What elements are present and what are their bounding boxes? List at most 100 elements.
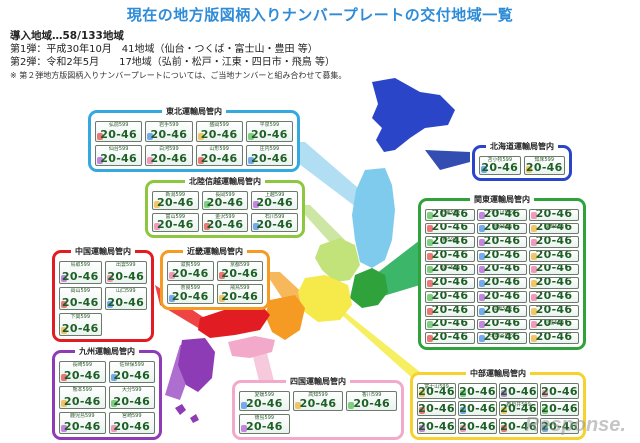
plate-number: 20-46 (256, 218, 293, 231)
plate-artwork-icon (147, 133, 154, 140)
plate-grid: 滋賀599 20-46 京都599 20-46 奈良599 20-46 飛鳥599 20-46 (167, 261, 263, 304)
plate-region-label: 鳥取599 (70, 262, 91, 268)
plate-artwork-icon (61, 399, 67, 407)
plate-artwork-icon (479, 252, 485, 260)
plate-number: 20-46 (535, 304, 573, 316)
region-chubu: 中部運輸局管内 富士山599 20-46 20-46 20-46 20-46 20-46 2… (410, 368, 586, 440)
info-line-1: 導入地域…58/133地域 (10, 30, 124, 42)
okinawa-shape (175, 404, 199, 423)
license-plate: 庄内599 20-46 (245, 145, 293, 166)
plate-grid: 愛媛599 20-46 高知599 20-46 香川599 20-46 徳島599 20-46 (239, 391, 397, 434)
license-plate: 20-46 (499, 383, 538, 399)
plate-number: 20-46 (245, 397, 283, 410)
plate-artwork-icon (542, 407, 548, 415)
license-plate: 佐世保599 20-46 (108, 361, 155, 384)
plate-number: 20-46 (107, 296, 145, 309)
license-plate: 平泉599 20-46 (245, 121, 293, 142)
plate-artwork-icon (531, 239, 537, 247)
plate-number: 20-46 (113, 420, 151, 433)
plate-artwork-icon (247, 157, 254, 164)
plate-number: 20-46 (483, 222, 521, 234)
license-plate: 20-46 (529, 236, 579, 249)
plate-artwork-icon (218, 272, 225, 279)
plate-region-label: 山形599 (209, 146, 229, 152)
license-plate: 20-46 (540, 418, 579, 434)
plate-region-label: 岩手599 (159, 122, 179, 128)
plate-region-label: 出雲599 (115, 262, 136, 268)
plate-artwork-icon (169, 295, 175, 302)
plate-region-label: 江東599 (492, 305, 512, 312)
plate-region-label: 世田谷599 (489, 333, 515, 340)
plate-number: 20-46 (113, 369, 151, 383)
plate-number: 20-46 (431, 222, 469, 234)
info-line-2: 第1弾：平成30年10月 41地域（仙台・つくば・富士山・豊田 等） (10, 44, 318, 55)
license-plate: 山形599 20-46 (195, 145, 243, 166)
plate-region-label: 京都599 (229, 262, 250, 268)
license-plate: 20-46 (458, 383, 497, 399)
plate-number: 20-46 (431, 318, 469, 330)
plate-region-label: 仙台599 (108, 146, 129, 152)
plate-region-label: 松戸599 (440, 264, 460, 271)
plate-grid: 富士山599 20-46 20-46 20-46 20-46 20-46 20-46 春日井5… (417, 383, 579, 434)
plate-region-label: 徳島599 (254, 415, 275, 421)
plate-artwork-icon (110, 425, 117, 432)
license-plate: 盛岡599 20-46 (195, 121, 243, 142)
region-title: 北海道運輸局管内 (486, 141, 558, 152)
plate-number: 20-46 (61, 296, 99, 309)
license-plate: 苫小牧599 20-46 (479, 156, 521, 175)
plate-region-label: 盛岡599 (209, 122, 229, 128)
plate-number: 20-46 (500, 420, 537, 433)
kyushu-shape (178, 338, 215, 392)
license-plate: つくば599 20-46 (477, 209, 527, 221)
plate-number: 20-46 (431, 209, 469, 220)
plate-artwork-icon (479, 280, 485, 288)
plate-region-label: 鹿児島599 (69, 412, 95, 419)
plate-region-label: 弘前599 (108, 122, 129, 128)
plate-artwork-icon (253, 201, 260, 208)
plate-region-label: 富士山599 (424, 384, 449, 390)
plate-artwork-icon (427, 280, 433, 288)
plate-number: 20-46 (431, 277, 469, 289)
license-plate: 20-46 (458, 418, 497, 434)
license-plate: 岡山599 20-46 (59, 287, 102, 310)
plate-number: 20-46 (483, 332, 521, 343)
plate-artwork-icon (61, 374, 67, 382)
region-title: 中部運輸局管内 (466, 368, 530, 379)
plate-region-label: 石川599 (264, 214, 285, 220)
plate-number: 20-46 (431, 291, 469, 302)
license-plate: 20-46 (540, 383, 579, 399)
plate-artwork-icon (61, 275, 67, 282)
plate-number: 20-46 (535, 318, 573, 330)
plate-artwork-icon (197, 157, 204, 164)
plate-artwork-icon (253, 223, 260, 230)
plate-artwork-icon (427, 225, 433, 233)
license-plate: 20-46 (425, 304, 475, 317)
license-plate: 白河599 20-46 (145, 145, 193, 166)
plate-number: 20-46 (483, 209, 521, 220)
plate-artwork-icon (110, 374, 117, 382)
plate-artwork-icon (427, 266, 433, 274)
plate-region-label: 高知599 (308, 392, 328, 398)
plate-artwork-icon (147, 157, 154, 164)
license-plate: 20-46 (477, 263, 527, 276)
plate-artwork-icon (479, 225, 485, 233)
license-plate: 20-46 (529, 277, 579, 290)
license-plate: 20-46 (529, 291, 579, 303)
license-plate: 宮崎599 20-46 (108, 411, 155, 434)
plate-number: 20-46 (100, 152, 137, 165)
license-plate: 石川599 20-46 (251, 213, 298, 232)
plate-number: 20-46 (221, 267, 259, 280)
plate-number: 20-46 (541, 420, 578, 433)
plate-number: 20-46 (483, 304, 521, 316)
plate-number: 20-46 (63, 369, 101, 383)
plate-artwork-icon (203, 223, 210, 230)
plate-number: 20-46 (483, 277, 521, 289)
region-title: 近畿運輸局管内 (183, 246, 247, 257)
region-title: 四国運輸局管内 (286, 376, 350, 387)
plate-number: 20-46 (221, 290, 259, 303)
plate-number: 20-46 (63, 420, 101, 433)
plate-artwork-icon (97, 133, 103, 140)
plate-artwork-icon (61, 327, 67, 334)
plate-region-label: 長崎599 (72, 362, 93, 368)
license-plate: 下関599 20-46 (59, 313, 102, 336)
